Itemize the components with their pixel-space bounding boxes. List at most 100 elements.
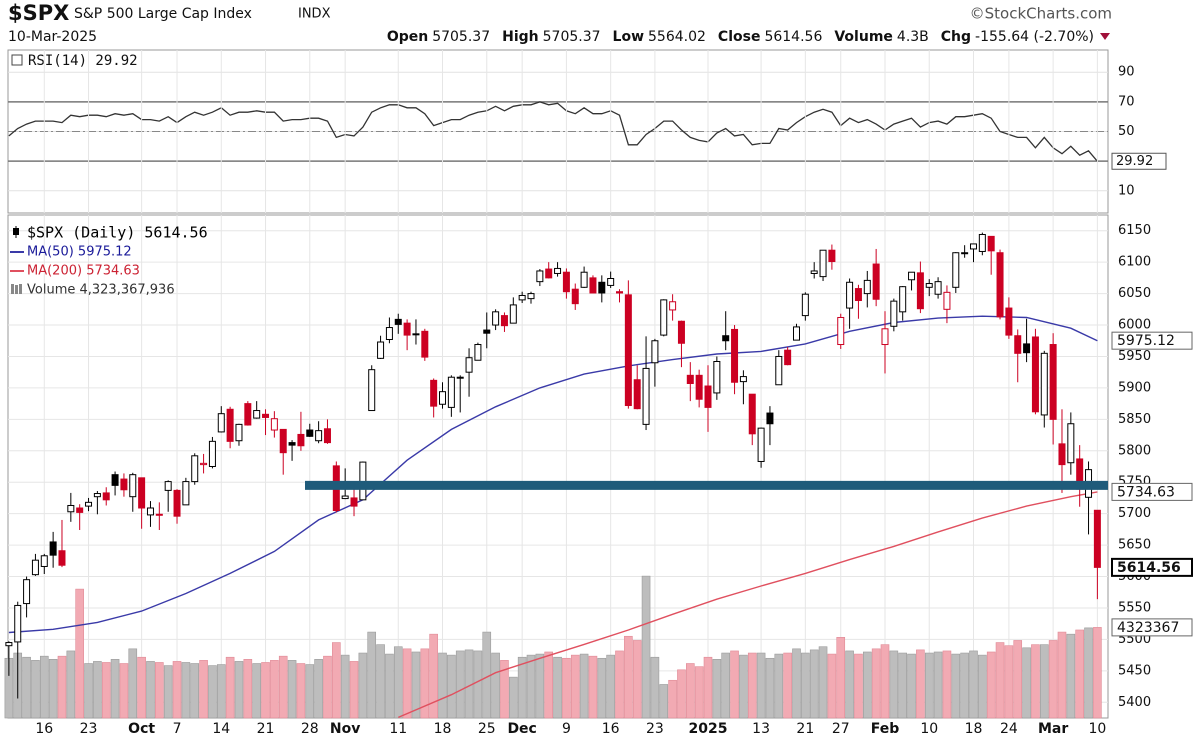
y-tick-label: 5900 bbox=[1118, 380, 1151, 395]
volume-bar bbox=[216, 664, 226, 719]
quote-value: 4.3B bbox=[897, 29, 929, 45]
volume-bar bbox=[172, 661, 182, 719]
volume-bar bbox=[986, 651, 996, 719]
candle-body bbox=[483, 329, 491, 334]
volume-bar bbox=[323, 655, 332, 719]
candle-body bbox=[908, 271, 916, 281]
candle-body bbox=[881, 328, 889, 346]
volume-bar bbox=[942, 650, 952, 719]
value-tag-label: 29.92 bbox=[1116, 154, 1153, 169]
candle-body bbox=[288, 442, 296, 446]
volume-bar bbox=[39, 655, 49, 719]
candle-body bbox=[1067, 423, 1075, 464]
candle-body bbox=[642, 367, 650, 425]
y-tick-label: 5400 bbox=[1118, 695, 1151, 710]
quote-value: -155.64 (-2.70%) bbox=[975, 29, 1094, 45]
volume-bar bbox=[376, 644, 385, 719]
candle-body bbox=[545, 268, 553, 279]
candle-body bbox=[155, 513, 163, 516]
y-tick-label: 6000 bbox=[1118, 318, 1151, 333]
volume-bar bbox=[199, 660, 208, 719]
x-tick-label: 18 bbox=[434, 721, 452, 737]
candle-body bbox=[270, 418, 278, 431]
volume-bar bbox=[402, 648, 412, 719]
candle-body bbox=[182, 481, 190, 506]
volume-bar bbox=[1039, 644, 1049, 719]
volume-bar bbox=[420, 648, 430, 719]
candle-body bbox=[633, 379, 641, 410]
volume-bar bbox=[960, 652, 969, 719]
volume-bar bbox=[650, 656, 660, 719]
candle-body bbox=[58, 550, 66, 566]
candle-body bbox=[323, 428, 331, 444]
volume-bar bbox=[632, 640, 642, 719]
candle-body bbox=[509, 304, 517, 324]
candle-body bbox=[854, 288, 862, 302]
volume-bar bbox=[31, 660, 40, 719]
volume-bar bbox=[535, 653, 545, 719]
candle-body bbox=[899, 286, 907, 313]
candle-body bbox=[191, 455, 199, 483]
value-tag bbox=[1111, 331, 1193, 350]
volume-bar bbox=[367, 631, 377, 719]
volume-bar bbox=[93, 661, 102, 719]
candle-body bbox=[385, 327, 393, 340]
y-tick-label: 50 bbox=[1118, 124, 1135, 139]
candle-body bbox=[49, 541, 57, 556]
x-tick-label: 23 bbox=[80, 721, 98, 737]
candle-body bbox=[1014, 335, 1022, 354]
candle-body bbox=[377, 341, 385, 359]
volume-bar bbox=[801, 652, 810, 719]
candle-body bbox=[1031, 336, 1039, 413]
candle-body bbox=[784, 349, 792, 366]
candle-body bbox=[810, 270, 818, 274]
volume-bar bbox=[677, 669, 686, 719]
x-tick-label: 13 bbox=[752, 721, 770, 737]
candle-body bbox=[1058, 443, 1066, 466]
y-tick-label: 5700 bbox=[1118, 506, 1151, 521]
volume-bar bbox=[739, 654, 748, 719]
x-tick-label: 11 bbox=[389, 721, 407, 737]
volume-bar bbox=[1066, 633, 1076, 719]
candle-body bbox=[925, 283, 933, 288]
quote-value: 5614.56 bbox=[764, 29, 822, 45]
x-tick-label: 18 bbox=[965, 721, 983, 737]
moving-average bbox=[398, 491, 1098, 719]
quote-value: 5564.02 bbox=[648, 29, 706, 45]
quote-label: Chg bbox=[941, 29, 971, 45]
candle-body bbox=[916, 272, 924, 310]
y-tick-label: 90 bbox=[1118, 65, 1135, 80]
candle-body bbox=[23, 579, 31, 605]
volume-bar bbox=[774, 653, 784, 719]
candle-body bbox=[589, 277, 597, 294]
volume-bar bbox=[155, 662, 164, 719]
quote-value: 5705.37 bbox=[543, 29, 601, 45]
candle-body bbox=[828, 249, 836, 263]
candle-body bbox=[863, 279, 871, 295]
volume-bar bbox=[146, 661, 155, 719]
rsi-legend: RSI(14) 29.92 bbox=[28, 53, 138, 69]
volume-bar bbox=[1093, 627, 1102, 719]
candle-body bbox=[93, 493, 101, 498]
volume-bar bbox=[287, 660, 297, 719]
volume-bar bbox=[1031, 644, 1040, 719]
candle-body bbox=[1093, 509, 1101, 568]
x-tick-label: 10 bbox=[1088, 721, 1106, 737]
volume-bar bbox=[163, 665, 173, 719]
volume-bar bbox=[694, 666, 704, 719]
rsi-line bbox=[8, 101, 1098, 162]
x-tick-label: Mar bbox=[1038, 721, 1068, 737]
value-tag-label: 5975.12 bbox=[1117, 333, 1175, 349]
legend-entry: MA(200) 5734.63 bbox=[27, 264, 140, 279]
candle-body bbox=[651, 340, 659, 364]
volume-bar bbox=[907, 653, 916, 719]
candle-body bbox=[792, 326, 800, 341]
x-tick-label: 9 bbox=[562, 721, 571, 737]
volume-bar bbox=[809, 649, 819, 719]
candle-body bbox=[731, 328, 739, 383]
candle-body bbox=[262, 413, 270, 418]
candle-body bbox=[607, 278, 615, 286]
candle-body bbox=[253, 410, 261, 419]
candle-body bbox=[200, 462, 208, 466]
